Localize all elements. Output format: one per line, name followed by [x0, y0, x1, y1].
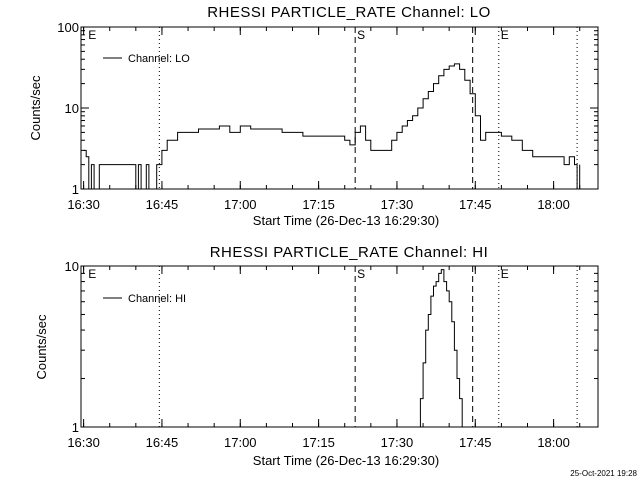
panel-hi-xtick-label: 18:00 — [537, 435, 570, 450]
panel-hi-xtick-label: 17:30 — [381, 435, 414, 450]
panel-lo-xlabel: Start Time (26-Dec-13 16:29:30) — [253, 213, 439, 228]
panel-hi-xtick-label: 17:15 — [302, 435, 335, 450]
panel-lo-title: RHESSI PARTICLE_RATE Channel: LO — [207, 4, 491, 21]
panel-lo: RHESSI PARTICLE_RATE Channel: LO 16:30 16… — [28, 4, 599, 228]
panel-lo-xtick-label: 17:15 — [302, 197, 335, 212]
panel-hi-xtick-label: 16:45 — [146, 435, 179, 450]
panel-hi-ytick-label: 1 — [72, 420, 79, 435]
panel-hi-ylabel: Counts/sec — [34, 314, 49, 380]
panel-hi-marker-label: E — [88, 267, 96, 281]
panel-lo-marks: 16:30 16:45 17:00 17:15 17:30 17:45 18:00 1 10 10… — [57, 20, 598, 212]
panel-hi-xlabel: Start Time (26-Dec-13 16:29:30) — [253, 453, 439, 468]
panel-hi-ytick-label: 10 — [65, 259, 79, 274]
plot-timestamp: 25-Oct-2021 19:28 — [570, 469, 637, 478]
panel-hi-marker-label: S — [357, 267, 365, 281]
panel-lo-marker-label: E — [501, 28, 509, 42]
panel-lo-legend-label: Channel: LO — [128, 53, 190, 65]
panel-lo-xtick-label: 17:00 — [224, 197, 257, 212]
panel-lo-xtick-label: 17:30 — [381, 197, 414, 212]
panel-lo-marker-label: S — [357, 28, 365, 42]
panel-lo-ytick-label: 100 — [57, 20, 79, 35]
panel-lo-xtick-label: 16:45 — [146, 197, 179, 212]
panel-hi-xtick-label: 17:00 — [224, 435, 257, 450]
panel-hi-legend-label: Channel: HI — [128, 293, 186, 305]
panel-lo-ytick-label: 10 — [65, 101, 79, 116]
panel-lo-xtick-label: 17:45 — [459, 197, 492, 212]
panel-hi-marks: 16:30 16:45 17:00 17:15 17:30 17:45 18:00 1 10 E S… — [65, 259, 598, 450]
panel-lo-series-0-line — [83, 63, 581, 190]
panel-lo-ylabel: Counts/sec — [28, 75, 43, 141]
panel-hi-xtick-label: 16:30 — [67, 435, 100, 450]
panel-hi-xtick-label: 17:45 — [459, 435, 492, 450]
panel-lo-ytick-label: 1 — [72, 182, 79, 197]
panel-hi-frame — [80, 265, 599, 428]
panel-hi: RHESSI PARTICLE_RATE Channel: HI 16:30 16… — [34, 244, 599, 468]
panel-hi-marker-label: E — [501, 267, 509, 281]
panel-hi-title: RHESSI PARTICLE_RATE Channel: HI — [210, 244, 489, 261]
panel-lo-marker-label: E — [88, 28, 96, 42]
panel-lo-xtick-label: 18:00 — [537, 197, 570, 212]
panel-hi-series-0-line — [417, 269, 463, 428]
panel-lo-xtick-label: 16:30 — [67, 197, 100, 212]
